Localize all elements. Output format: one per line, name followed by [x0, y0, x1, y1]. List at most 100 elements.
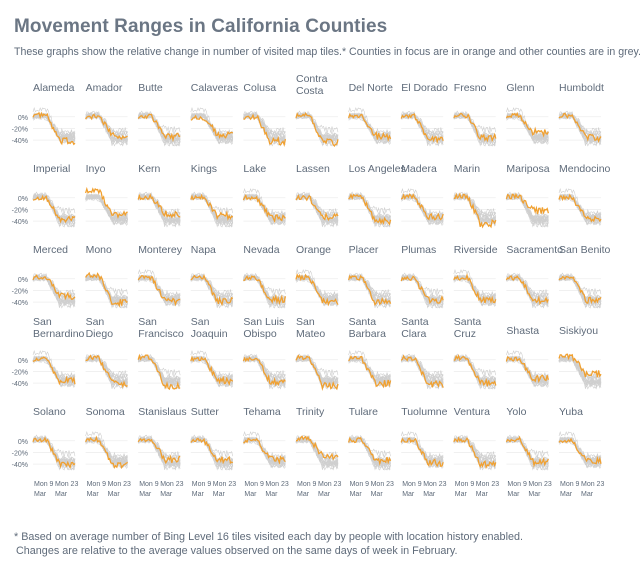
x-tick-label: Mon 23 — [160, 481, 183, 488]
county-panel: Lake — [242, 163, 286, 226]
x-tick-label: Mon 23 — [318, 481, 341, 488]
other-county-line — [506, 192, 549, 225]
other-county-line — [32, 349, 76, 380]
focus-county-line — [453, 273, 497, 304]
footnote-line-1: * Based on average number of Bing Level … — [14, 531, 523, 543]
other-county-line — [190, 435, 234, 468]
county-name: Tuolumne — [401, 406, 447, 418]
county-panel: Nevada — [243, 244, 287, 309]
other-county-line — [32, 275, 76, 307]
x-tick-label: Mar — [581, 491, 594, 498]
other-county-line — [348, 349, 391, 380]
other-county-line — [506, 112, 549, 142]
county-panel: Riverside — [453, 244, 498, 307]
focus-county-line — [453, 353, 497, 387]
focus-county-line — [347, 436, 392, 466]
other-county-line — [348, 435, 391, 468]
county-panel: Lassen — [295, 163, 339, 228]
other-county-line — [453, 111, 497, 144]
county-name: Yuba — [559, 406, 583, 418]
county-name: Joaquin — [191, 328, 228, 340]
other-county-line — [453, 355, 497, 377]
focus-county-line — [190, 114, 234, 139]
other-county-line — [295, 113, 339, 141]
focus-county-line — [32, 436, 76, 469]
other-county-line — [137, 434, 181, 459]
other-county-line — [295, 111, 339, 144]
county-panel: Mariposa — [505, 163, 550, 228]
other-county-line — [506, 114, 549, 141]
county-name: Colusa — [243, 82, 276, 94]
x-tick-label: Mar — [423, 491, 436, 498]
county-panel: Fresno — [453, 82, 497, 147]
y-tick-label: -20% — [12, 126, 28, 133]
other-county-line — [348, 275, 391, 307]
focus-county-line — [400, 354, 444, 388]
county-name: Bernardino — [33, 328, 85, 340]
other-county-line — [190, 437, 234, 465]
county-name: Francisco — [138, 328, 184, 340]
other-county-line — [190, 272, 234, 297]
focus-county-line — [137, 274, 181, 307]
other-county-line — [137, 268, 181, 299]
x-tick-label: Mon 23 — [423, 481, 446, 488]
focus-county-line — [505, 192, 550, 215]
other-county-line — [506, 436, 549, 458]
focus-county-line — [137, 193, 181, 219]
y-tick-label: -20% — [12, 207, 28, 214]
other-county-line — [243, 353, 286, 378]
x-tick-label: Mon 9 — [507, 481, 527, 488]
other-county-line — [400, 430, 444, 461]
other-county-line — [243, 110, 286, 135]
other-county-line — [400, 353, 444, 378]
y-tick-label: -40% — [12, 381, 28, 388]
other-county-line — [558, 356, 602, 388]
x-tick-label: Mon 9 — [350, 481, 370, 488]
page-subtitle: These graphs show the relative change in… — [14, 46, 640, 58]
y-tick-label: -20% — [12, 288, 28, 295]
x-tick-label: Mon 9 — [402, 481, 422, 488]
y-tick-label: -40% — [12, 462, 28, 469]
focus-county-line — [453, 436, 497, 470]
x-tick-label: Mon 9 — [455, 481, 475, 488]
x-tick-label: Mar — [244, 491, 257, 498]
other-county-line — [138, 354, 181, 387]
other-county-line — [32, 272, 76, 297]
county-panel: Colusa — [243, 82, 287, 148]
x-tick-label: Mar — [297, 491, 310, 498]
county-name: Marin — [454, 163, 480, 175]
focus-county-line — [190, 274, 234, 307]
x-tick-label: Mar — [139, 491, 152, 498]
county-name: Ventura — [454, 406, 490, 418]
other-county-line — [453, 434, 497, 459]
other-county-line — [348, 192, 391, 225]
x-tick-label: Mon 23 — [213, 481, 236, 488]
other-county-line — [190, 436, 234, 458]
other-county-line — [348, 276, 391, 302]
x-tick-label: Mar — [160, 491, 173, 498]
focus-county-line — [400, 275, 444, 305]
county-name: Tulare — [349, 406, 379, 418]
county-name: Stanislaus — [138, 406, 186, 418]
focus-county-line — [32, 356, 76, 386]
county-name: Lake — [243, 163, 266, 175]
county-panel: Glenn — [505, 82, 549, 145]
county-panel: Monterey — [137, 244, 183, 307]
x-tick-label: Mar — [476, 491, 489, 498]
focus-county-line — [137, 353, 181, 391]
county-name: Santa — [349, 316, 377, 328]
